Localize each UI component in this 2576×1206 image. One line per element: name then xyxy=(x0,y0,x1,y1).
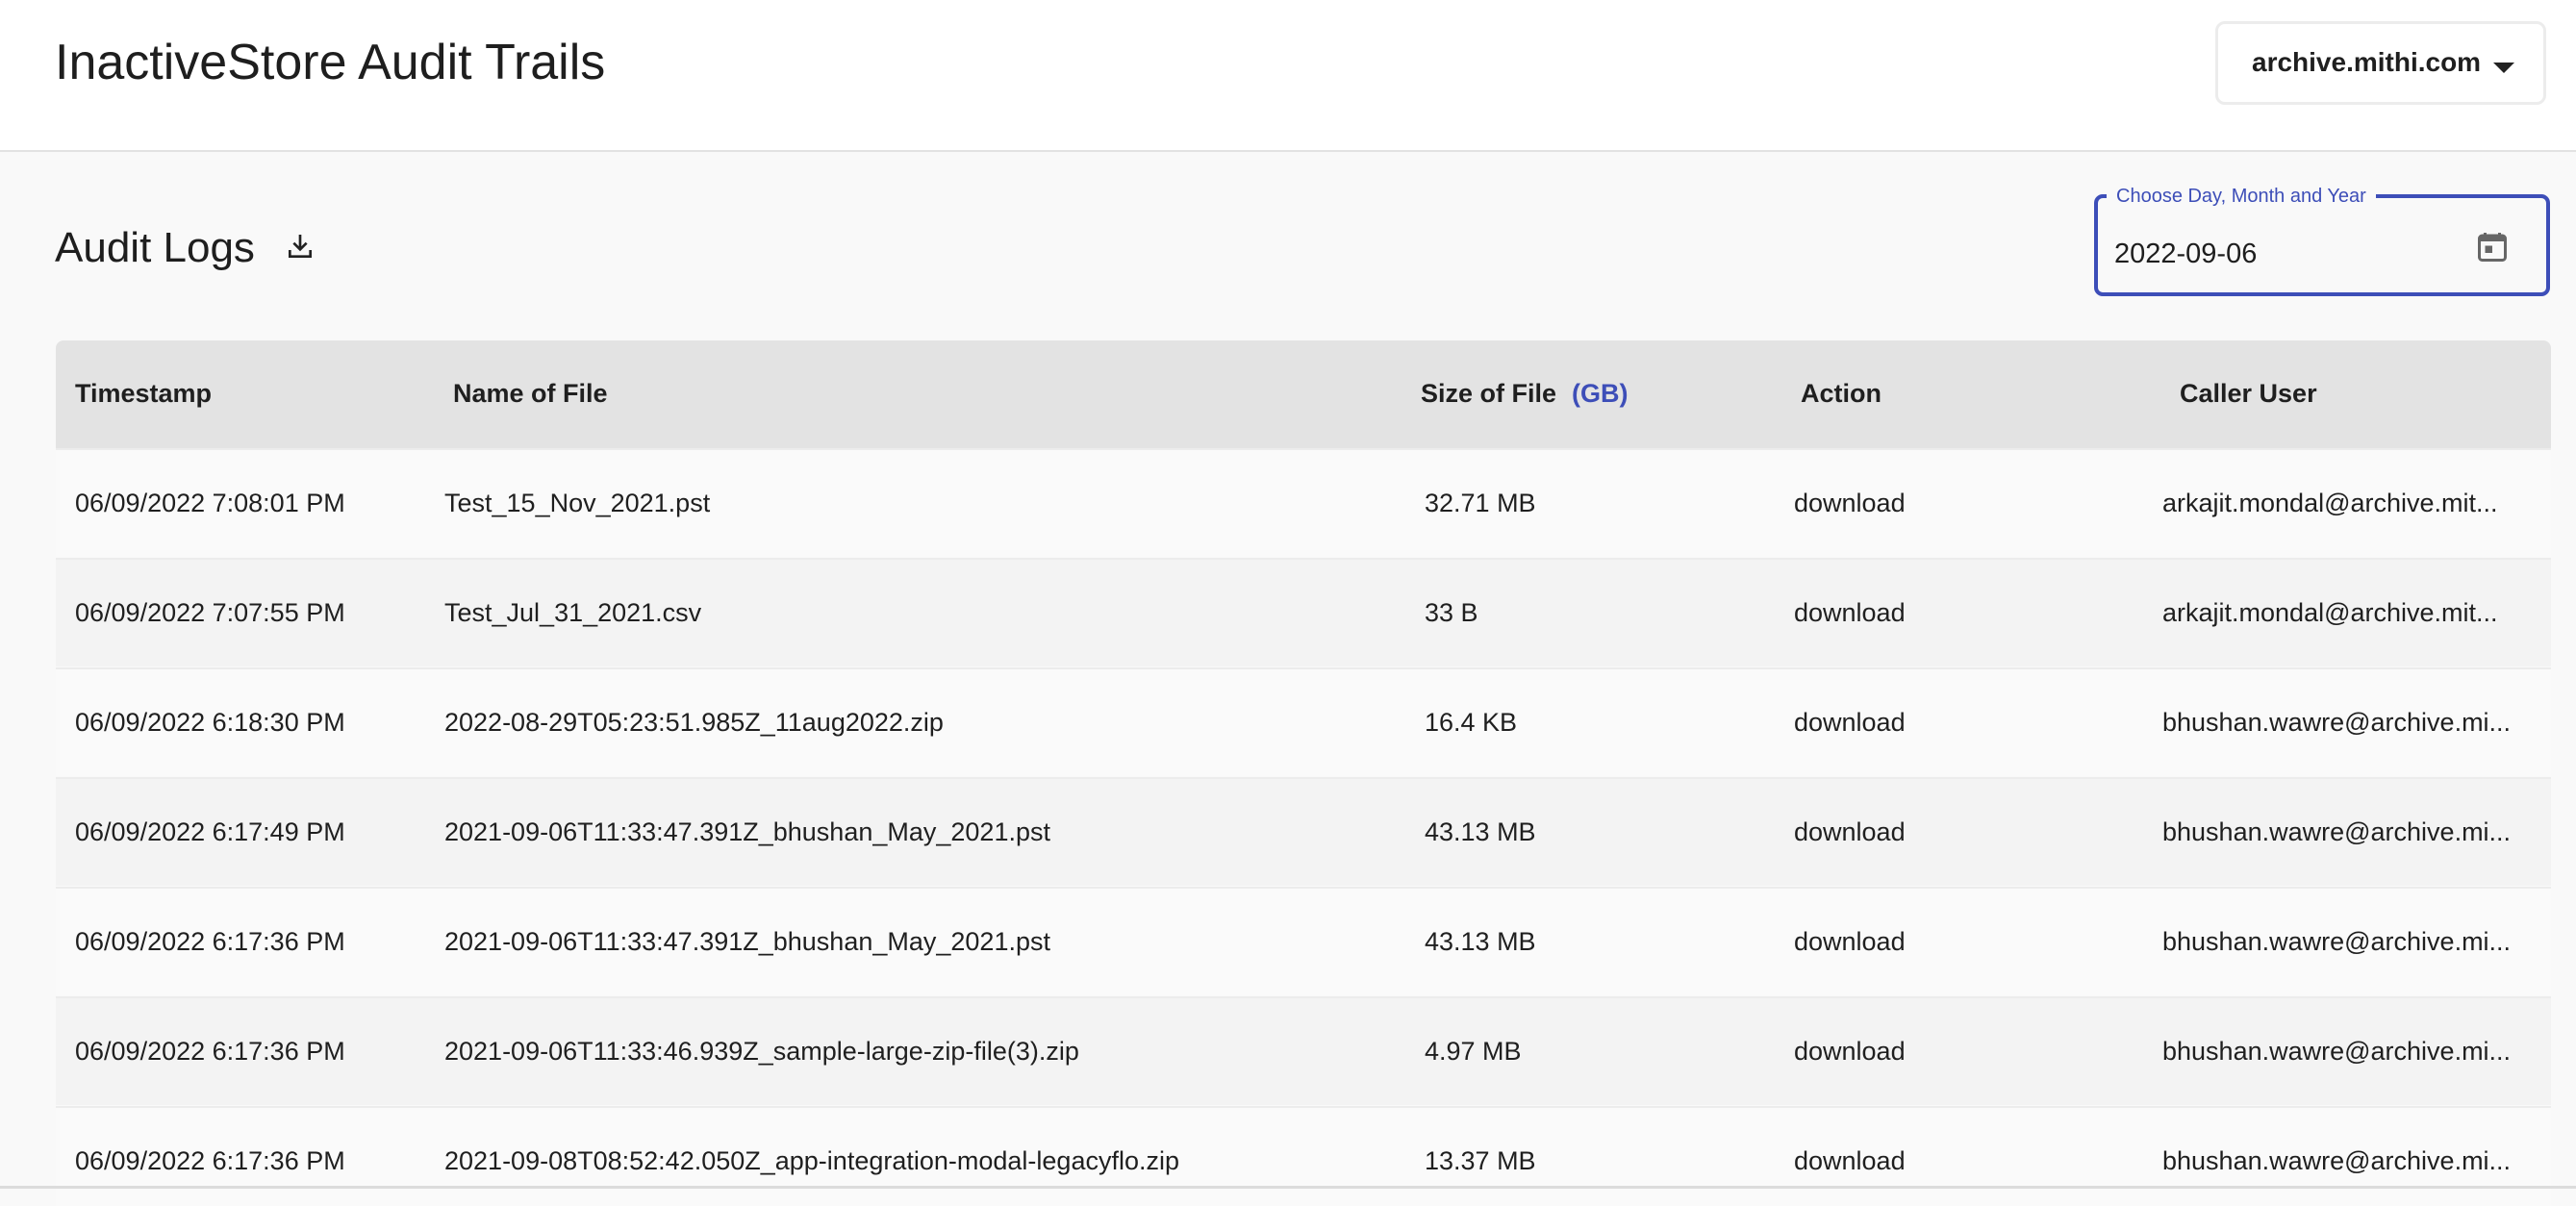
caller-user-cell: bhushan.wawre@archive.mi... xyxy=(2162,927,2512,956)
caller-user-cell: bhushan.wawre@archive.mi... xyxy=(2162,1146,2512,1175)
table-row[interactable]: 06/09/2022 7:08:01 PM Test_15_Nov_2021.ps… xyxy=(56,448,2551,557)
audit-log-table: Timestamp Name of File Size of File (GB) … xyxy=(56,340,2551,1206)
domain-select[interactable]: archive.mithi.com xyxy=(2215,21,2546,105)
file-name-cell: Test_Jul_31_2021.csv xyxy=(444,598,702,627)
action-cell: download xyxy=(1794,489,1906,517)
action-cell: download xyxy=(1794,1146,1906,1175)
action-cell: download xyxy=(1794,1037,1906,1066)
timestamp-cell: 06/09/2022 6:17:49 PM xyxy=(75,817,345,846)
table-row[interactable]: 06/09/2022 6:17:36 PM 2021-09-08T08:52:42… xyxy=(56,1106,2551,1206)
action-cell: download xyxy=(1794,817,1906,846)
caller-user-cell: arkajit.mondal@archive.mit... xyxy=(2162,489,2498,517)
table-row[interactable]: 06/09/2022 6:17:49 PM 2021-09-06T11:33:47… xyxy=(56,777,2551,886)
timestamp-cell: 06/09/2022 6:17:36 PM xyxy=(75,927,345,956)
caller-user-cell: bhushan.wawre@archive.mi... xyxy=(2162,708,2512,737)
column-header-size[interactable]: Size of File (GB) xyxy=(1421,379,1629,409)
horizontal-scrollbar[interactable] xyxy=(0,1186,2576,1189)
file-size-cell: 43.13 MB xyxy=(1425,817,1536,846)
table-row[interactable]: 06/09/2022 6:17:36 PM 2021-09-06T11:33:46… xyxy=(56,996,2551,1105)
file-name-cell: 2021-09-06T11:33:47.391Z_bhushan_May_202… xyxy=(444,927,1050,956)
column-header-file-name[interactable]: Name of File xyxy=(453,379,608,408)
page-title: InactiveStore Audit Trails xyxy=(55,35,606,90)
date-picker-label: Choose Day, Month and Year xyxy=(2107,185,2376,208)
file-size-cell: 32.71 MB xyxy=(1425,489,1536,517)
timestamp-cell: 06/09/2022 6:17:36 PM xyxy=(75,1146,345,1175)
section-title: Audit Logs xyxy=(55,224,255,271)
file-name-cell: 2021-09-06T11:33:47.391Z_bhushan_May_202… xyxy=(444,817,1050,846)
caller-user-cell: bhushan.wawre@archive.mi... xyxy=(2162,1037,2512,1066)
column-header-action[interactable]: Action xyxy=(1801,379,1881,408)
table-row[interactable]: 06/09/2022 6:18:30 PM 2022-08-29T05:23:51… xyxy=(56,667,2551,776)
timestamp-cell: 06/09/2022 6:17:36 PM xyxy=(75,1037,345,1066)
column-header-timestamp[interactable]: Timestamp xyxy=(75,379,213,408)
timestamp-cell: 06/09/2022 7:07:55 PM xyxy=(75,598,345,627)
timestamp-cell: 06/09/2022 7:08:01 PM xyxy=(75,489,345,517)
table-row[interactable]: 06/09/2022 6:17:36 PM 2021-09-06T11:33:47… xyxy=(56,887,2551,995)
action-cell: download xyxy=(1794,708,1906,737)
file-name-cell: 2021-09-08T08:52:42.050Z_app-integration… xyxy=(444,1146,1179,1175)
file-size-cell: 13.37 MB xyxy=(1425,1146,1536,1175)
file-name-cell: 2022-08-29T05:23:51.985Z_11aug2022.zip xyxy=(444,708,944,737)
size-header-label: Size of File xyxy=(1421,379,1557,408)
date-picker-value[interactable]: 2022-09-06 xyxy=(2114,239,2258,269)
file-name-cell: 2021-09-06T11:33:46.939Z_sample-large-zi… xyxy=(444,1037,1079,1066)
caller-user-cell: bhushan.wawre@archive.mi... xyxy=(2162,817,2512,846)
action-cell: download xyxy=(1794,598,1906,627)
calendar-icon[interactable] xyxy=(2475,229,2510,265)
file-size-cell: 33 B xyxy=(1425,598,1478,627)
file-name-cell: Test_15_Nov_2021.pst xyxy=(444,489,711,517)
action-cell: download xyxy=(1794,927,1906,956)
table-row[interactable]: 06/09/2022 7:07:55 PM Test_Jul_31_2021.cs… xyxy=(56,558,2551,666)
caller-user-cell: arkajit.mondal@archive.mit... xyxy=(2162,598,2498,627)
size-unit: (GB) xyxy=(1572,379,1629,408)
domain-select-value: archive.mithi.com xyxy=(2252,47,2482,77)
download-icon[interactable] xyxy=(285,231,316,262)
file-size-cell: 16.4 KB xyxy=(1425,708,1518,737)
file-size-cell: 4.97 MB xyxy=(1425,1037,1522,1066)
app-header: InactiveStore Audit Trails archive.mithi… xyxy=(0,0,2576,152)
table-header: Timestamp Name of File Size of File (GB) … xyxy=(56,340,2551,448)
caret-down-icon xyxy=(2493,63,2514,73)
timestamp-cell: 06/09/2022 6:18:30 PM xyxy=(75,708,345,737)
column-header-caller-user[interactable]: Caller User xyxy=(2180,379,2317,408)
file-size-cell: 43.13 MB xyxy=(1425,927,1536,956)
